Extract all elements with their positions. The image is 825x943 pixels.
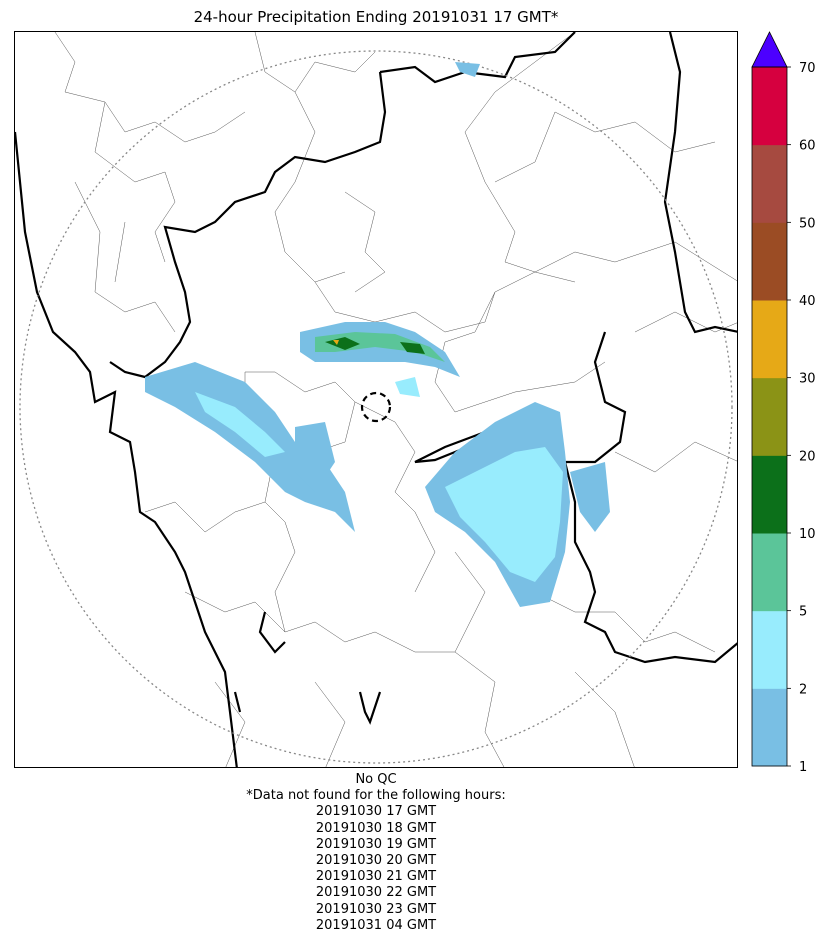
colorbar-segment	[752, 67, 787, 146]
colorbar-segment	[752, 300, 787, 379]
missing-data-heading: *Data not found for the following hours:	[246, 788, 506, 804]
district-boundaries	[54, 32, 737, 767]
colorbar-tick-label: 20	[799, 449, 816, 464]
footer-notes: No QC *Data not found for the following …	[0, 772, 752, 934]
missing-hour: 20191030 17 GMT	[315, 804, 437, 820]
colorbar-segments	[752, 67, 787, 767]
qc-status: No QC	[355, 772, 397, 787]
radar-site-marker	[360, 391, 392, 423]
colorbar-segment	[752, 222, 787, 301]
colorbar-outline	[751, 66, 788, 767]
missing-hour: 20191030 22 GMT	[315, 885, 437, 901]
colorbar-tick-label: 2	[799, 682, 807, 697]
state-boundaries	[15, 32, 737, 767]
colorbar-tick-label: 50	[799, 216, 816, 231]
colorbar-segment	[752, 455, 787, 534]
colorbar-segment	[752, 610, 787, 689]
colorbar-segment	[752, 688, 787, 767]
colorbar-ticks: 1 2 5 10 20 30 40 50 60 70	[787, 61, 816, 773]
colorbar-tick-label: 70	[799, 61, 816, 76]
missing-hour: 20191030 20 GMT	[315, 853, 437, 869]
colorbar-segment	[752, 533, 787, 612]
colorbar-tick-label: 1	[799, 760, 807, 773]
colorbar-tick-label: 60	[799, 139, 816, 154]
missing-hour: 20191030 19 GMT	[315, 836, 437, 852]
missing-hour: 20191030 21 GMT	[315, 869, 437, 885]
radar-range-ring	[19, 50, 733, 764]
colorbar-tick-label: 10	[799, 527, 816, 542]
precipitation-map	[14, 31, 738, 768]
colorbar-segment	[752, 377, 787, 456]
colorbar-segment	[752, 144, 787, 223]
missing-hour: 20191030 23 GMT	[315, 901, 437, 917]
colorbar-tick-label: 30	[799, 372, 816, 387]
map-canvas	[15, 32, 737, 767]
colorbar-tick-label: 5	[799, 605, 807, 620]
missing-hour: 20191031 04 GMT	[315, 917, 437, 933]
colorbar: 1 2 5 10 20 30 40 50 60 70	[751, 31, 816, 773]
colorbar-extend-arrow	[751, 31, 788, 68]
map-title: 24-hour Precipitation Ending 20191031 17…	[193, 8, 559, 26]
precipitation-areas	[145, 62, 610, 607]
missing-hour: 20191030 18 GMT	[315, 820, 437, 836]
colorbar-tick-label: 40	[799, 294, 816, 309]
